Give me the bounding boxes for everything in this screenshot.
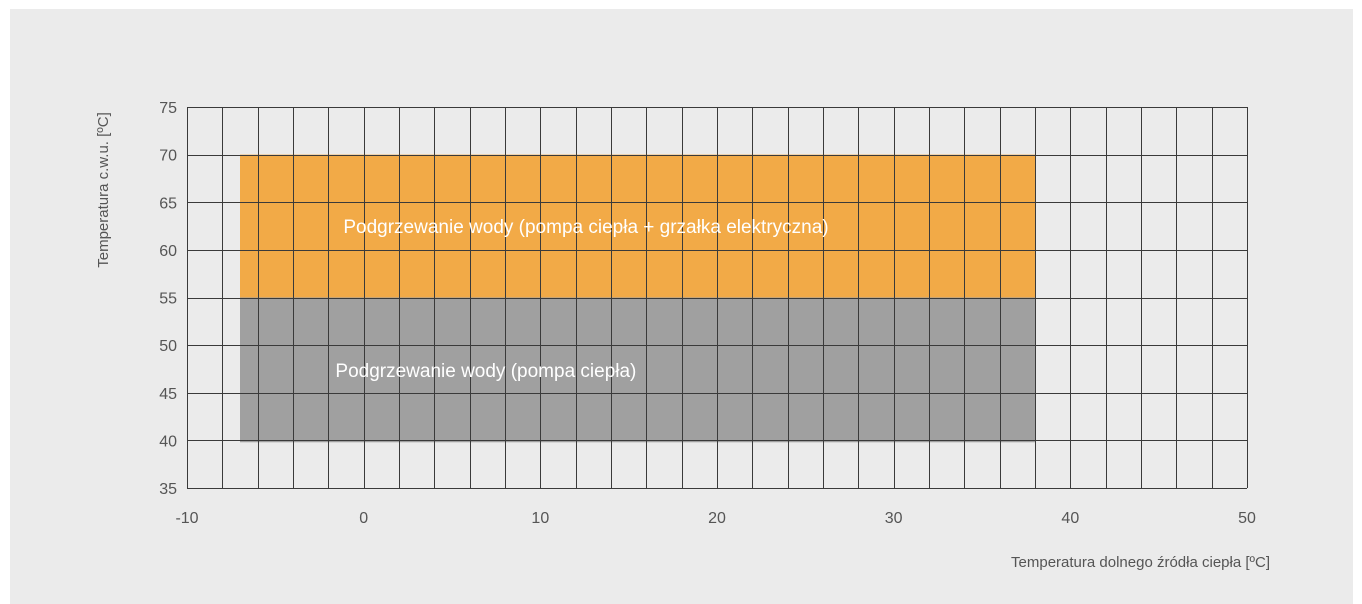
y-tick-label: 60: [159, 243, 177, 260]
x-tick-label: 10: [531, 510, 549, 527]
y-tick-label: 45: [159, 386, 177, 403]
y-tick-label: 65: [159, 195, 177, 212]
grid-layer: [187, 107, 1248, 489]
x-tick-label: -10: [175, 510, 198, 527]
x-tick-label: 40: [1061, 510, 1079, 527]
regions-layer: [240, 154, 1035, 443]
y-tick-label: 55: [159, 291, 177, 308]
region-label-0: Podgrzewanie wody (pompa ciepła + grzałk…: [343, 217, 828, 238]
x-tick-label: 20: [708, 510, 726, 527]
ticks-layer: -10 0 10 20 30 40 50 35 40 45 50 55 60 65 70 75: [159, 100, 1256, 527]
x-tick-label: 0: [359, 510, 368, 527]
y-tick-label: 75: [159, 100, 177, 117]
y-tick-label: 35: [159, 481, 177, 498]
y-tick-label: 50: [159, 338, 177, 355]
region-label-1: Podgrzewanie wody (pompa ciepła): [335, 361, 636, 382]
region-labels-layer: Podgrzewanie wody (pompa ciepła + grzałk…: [335, 217, 828, 382]
region-0: [240, 154, 1035, 298]
x-axis-title: Temperatura dolnego źródła ciepła [ºC]: [1011, 554, 1270, 571]
region-1: [240, 297, 1035, 443]
y-axis-title: Temperatura c.w.u. [ºC]: [95, 112, 112, 268]
x-tick-label: 30: [885, 510, 903, 527]
x-tick-label: 50: [1238, 510, 1256, 527]
y-tick-label: 70: [159, 148, 177, 165]
y-tick-label: 40: [159, 433, 177, 450]
